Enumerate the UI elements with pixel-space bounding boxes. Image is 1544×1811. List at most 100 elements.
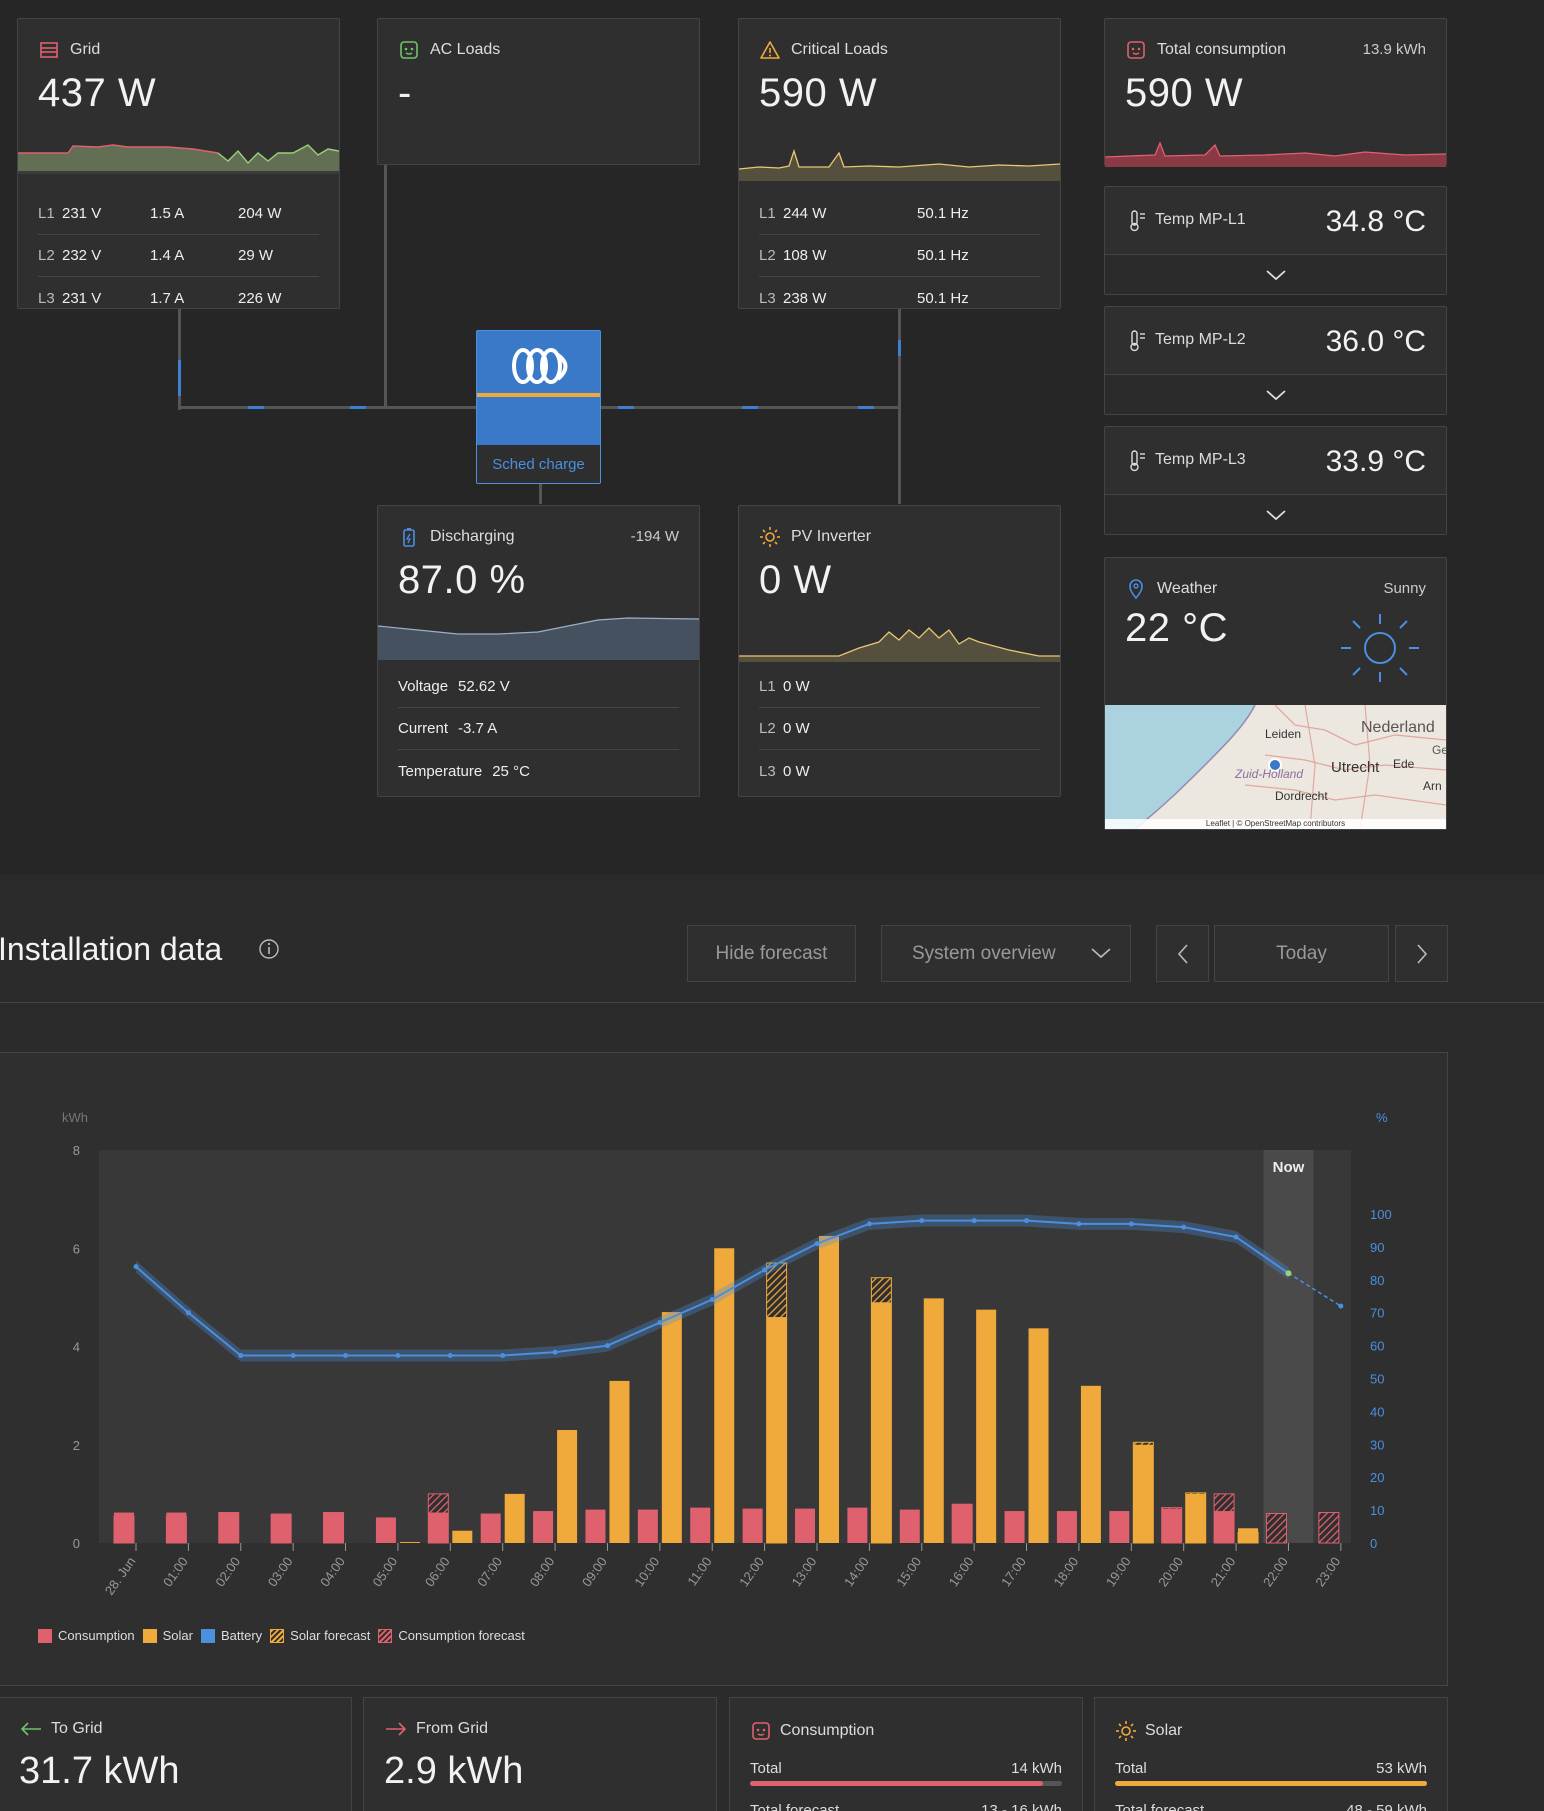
bar-consumption <box>1004 1511 1025 1543</box>
map-label-leiden: Leiden <box>1265 727 1302 741</box>
expand-button[interactable] <box>1105 254 1446 294</box>
inverter-card[interactable]: Sched charge <box>476 330 601 484</box>
map-attribution[interactable]: Leaflet | © OpenStreetMap contributors <box>1105 819 1446 829</box>
temp-mp-l3-card[interactable]: Temp MP-L3 33.9 °C <box>1104 426 1447 535</box>
grid-value: 437 W <box>38 71 157 115</box>
legend-item-consumption[interactable]: Consumption <box>38 1628 135 1643</box>
consumption-summary-card[interactable]: Consumption Total 14 kWh Total forecast 13… <box>729 1697 1083 1811</box>
x-tick-label: 06:00 <box>422 1554 453 1589</box>
x-tick-label: 23:00 <box>1312 1554 1343 1589</box>
to-grid-card[interactable]: To Grid 31.7 kWh <box>0 1697 352 1811</box>
x-tick-label: 08:00 <box>527 1554 558 1589</box>
bar-consumption <box>375 1517 396 1543</box>
ac-loads-card[interactable]: AC Loads - <box>377 18 700 165</box>
legend-label: Consumption forecast <box>398 1628 525 1643</box>
battery-now-point <box>1285 1270 1292 1277</box>
bar-consumption <box>637 1509 658 1543</box>
phase-label: L2 <box>759 247 776 264</box>
battery-point <box>1233 1234 1239 1240</box>
phase-label: L2 <box>38 247 55 264</box>
hide-forecast-button[interactable]: Hide forecast <box>687 925 856 982</box>
arrow-left-icon <box>20 1722 41 1736</box>
solar-progress <box>1115 1781 1427 1786</box>
temp-mp-l1-card[interactable]: Temp MP-L1 34.8 °C <box>1104 186 1447 295</box>
grid-card[interactable]: Grid 437 W L1 231 V 1.5 A 204 W L2 232 V… <box>17 18 340 309</box>
current-value: -3.7 A <box>458 720 498 737</box>
voltage-label: Voltage <box>398 678 449 695</box>
expand-button[interactable] <box>1105 374 1446 414</box>
x-tick-label: 13:00 <box>789 1554 820 1589</box>
wire <box>539 482 542 504</box>
phase-label: L1 <box>759 205 776 222</box>
temp-value: 36.0 °C <box>1325 325 1426 358</box>
battery-point <box>604 1343 610 1349</box>
view-select[interactable]: System overview <box>881 925 1131 982</box>
wire-flow <box>618 406 634 409</box>
battery-card[interactable]: Discharging -194 W 87.0 % Voltage 52.62 V… <box>377 505 700 797</box>
wire-flow <box>178 360 181 396</box>
legend-item-battery[interactable]: Battery <box>200 1628 262 1643</box>
battery-point <box>238 1352 244 1358</box>
map-label-arn: Arn <box>1423 779 1442 793</box>
wire-flow <box>742 406 758 409</box>
battery-soc: 87.0 % <box>398 558 526 602</box>
solar-progress-fill <box>1115 1781 1427 1786</box>
x-tick-label: 20:00 <box>1155 1554 1186 1589</box>
expand-button[interactable] <box>1105 494 1446 534</box>
temp-mp-l2-card[interactable]: Temp MP-L2 36.0 °C <box>1104 306 1447 415</box>
solar-summary-card[interactable]: Solar Total 53 kWh Total forecast 48 - 59 … <box>1094 1697 1448 1811</box>
forecast-value: 48 - 59 kWh <box>1346 1802 1427 1811</box>
phase-label: L3 <box>759 762 776 780</box>
battery-point <box>447 1352 453 1358</box>
weather-temp: 22 °C <box>1125 606 1228 650</box>
previous-day-button[interactable] <box>1156 925 1209 982</box>
next-day-button[interactable] <box>1395 925 1448 982</box>
wire <box>898 308 901 504</box>
info-icon[interactable] <box>258 938 280 960</box>
from-grid-value: 2.9 kWh <box>384 1750 524 1792</box>
phase-voltage: 231 V <box>62 289 102 307</box>
today-button[interactable]: Today <box>1214 925 1389 982</box>
consumption-progress-fill <box>750 1781 1044 1786</box>
solar-total-row: Total 53 kWh <box>1115 1760 1427 1777</box>
pv-inverter-card[interactable]: PV Inverter 0 W L1 0 W L2 0 W L3 0 W <box>738 505 1061 797</box>
weather-card[interactable]: Weather Sunny 22 °C Leiden Nederland Ge … <box>1104 557 1447 830</box>
temp-value: 34.8 °C <box>1325 205 1426 238</box>
phase-label: L3 <box>38 289 55 307</box>
location-pin-icon <box>1129 579 1143 600</box>
to-grid-header: To Grid <box>19 1720 103 1738</box>
from-grid-card[interactable]: From Grid 2.9 kWh <box>363 1697 717 1811</box>
battery-point <box>866 1221 872 1227</box>
bar-consumption-forecast <box>1265 1513 1287 1544</box>
critical-loads-card[interactable]: Critical Loads 590 W L1 244 W 50.1 Hz L2… <box>738 18 1061 309</box>
map-label-zuid: Zuid-Holland <box>1235 767 1304 781</box>
total-consumption-card[interactable]: Total consumption 13.9 kWh 590 W <box>1104 18 1447 167</box>
phase-label: L3 <box>759 289 776 307</box>
map-graphic <box>1105 705 1446 829</box>
y-tick-right: 100 <box>1370 1207 1392 1222</box>
map-label-nederland: Nederland <box>1361 719 1435 736</box>
arrow-right-icon <box>386 1722 407 1736</box>
bar-consumption <box>952 1503 973 1543</box>
bar-solar <box>714 1248 735 1543</box>
legend-swatch <box>142 1628 157 1643</box>
pv-row-l1: L1 0 W <box>759 666 1040 708</box>
x-tick-label: 18:00 <box>1050 1554 1081 1589</box>
battery-range-band <box>136 1214 1289 1362</box>
y-tick-left: 8 <box>73 1143 80 1158</box>
phase-frequency: 50.1 Hz <box>917 205 969 222</box>
weather-map[interactable]: Leiden Nederland Ge Zuid-Holland Utrecht… <box>1105 705 1446 829</box>
legend-item-solar[interactable]: Solar <box>142 1628 193 1643</box>
phase-power: 238 W <box>783 289 827 307</box>
phase-power: 29 W <box>238 247 274 264</box>
chevron-down-icon <box>1265 269 1286 280</box>
to-grid-title: To Grid <box>51 1720 103 1737</box>
legend-item-solar-forecast[interactable]: Solar forecast <box>270 1628 370 1643</box>
map-label-utrecht: Utrecht <box>1331 759 1380 776</box>
temp-value: 33.9 °C <box>1325 445 1426 478</box>
critical-loads-sparkline <box>739 148 1060 181</box>
legend-item-consumption-forecast[interactable]: Consumption forecast <box>378 1628 525 1643</box>
critical-loads-rows: L1 244 W 50.1 Hz L2 108 W 50.1 Hz L3 238… <box>759 193 1040 319</box>
battery-point <box>343 1352 349 1358</box>
